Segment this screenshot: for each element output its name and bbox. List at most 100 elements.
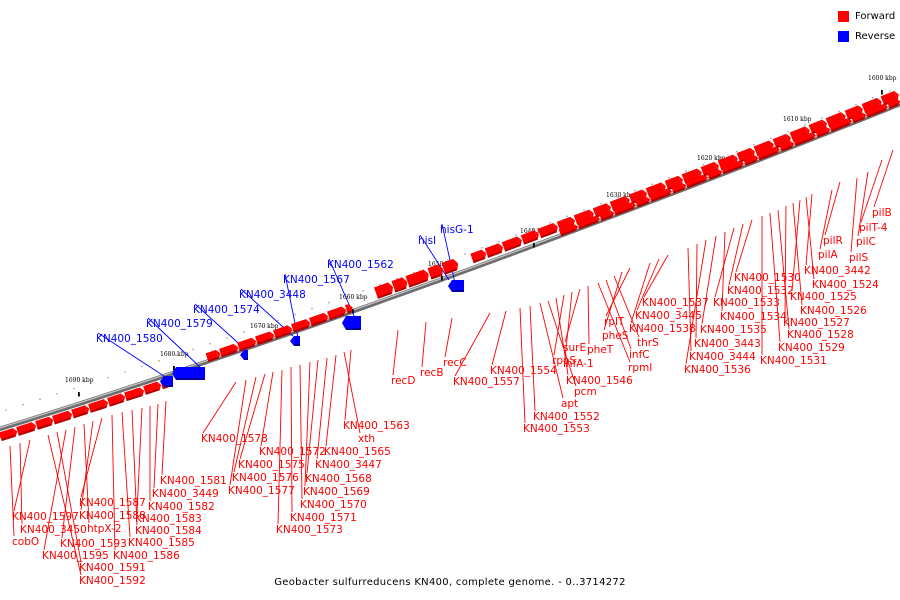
gene-label-kn400-1582: KN400_1582 (148, 501, 215, 513)
leader-line (61, 426, 76, 539)
leader-line (97, 332, 168, 379)
leader-line (791, 199, 801, 292)
track-dot (566, 215, 568, 218)
forward-gene (829, 118, 852, 132)
track-dot (396, 277, 398, 280)
leader-line (857, 171, 869, 237)
track-dot (498, 240, 500, 243)
gene-label-pcm: pcm (574, 386, 597, 398)
gene-label-kn400-1526: KN400_1526 (800, 305, 867, 317)
gene-label-kn400-1528: KN400_1528 (787, 329, 854, 341)
gene-label-recb: recB (420, 367, 444, 379)
leader-line (147, 317, 201, 368)
leader-line (687, 247, 692, 352)
forward-gene (88, 399, 109, 413)
track-dot (753, 144, 755, 146)
forward-gene (815, 126, 830, 138)
forward-gene (613, 202, 636, 216)
leader-line (792, 202, 803, 306)
track-dot (5, 409, 7, 411)
leader-line (769, 212, 781, 343)
forward-gene (327, 306, 346, 321)
reverse-gene-label-hisg-1: hisG-1 (440, 224, 474, 236)
tick-label: 1610 kbp (783, 116, 812, 123)
track-dot (600, 202, 602, 205)
forward-gene (470, 249, 487, 264)
reverse-gene-label-kn400-3448: KN400_3448 (239, 289, 306, 301)
gene-label-kn400-1536: KN400_1536 (684, 364, 751, 376)
gene-label-kn400-1525: KN400_1525 (790, 291, 857, 303)
tick-label: 1620 kbp (697, 155, 726, 162)
reverse-gene-label-kn400-1580: KN400_1580 (96, 333, 163, 345)
forward-gene (721, 160, 744, 175)
gene-label-kn400-1578: KN400_1578 (201, 433, 268, 445)
leader-line (239, 373, 266, 460)
forward-gene (743, 155, 759, 166)
tick-label: 1670 kbp (250, 323, 279, 330)
gene-label-kn400-1532: KN400_1532 (727, 285, 794, 297)
gene-label-kn400-1588: KN400_1588 (79, 510, 146, 522)
track-dot (634, 189, 636, 192)
leader-line (9, 445, 15, 537)
forward-gene (537, 223, 558, 239)
gene-label-kn400-1581: KN400_1581 (160, 475, 227, 487)
gene-label-kn400-1593: KN400_1593 (60, 538, 127, 550)
tick-label: 1690 kbp (65, 377, 94, 384)
gene-label-kn400-1563: KN400_1563 (343, 420, 410, 432)
forward-gene (52, 410, 73, 425)
forward-gene (671, 182, 687, 194)
gene-label-kn400-3444: KN400_3444 (689, 351, 756, 363)
forward-gene (255, 331, 275, 346)
forward-gene (685, 174, 708, 189)
track-dot (855, 103, 857, 106)
tick-label: 1660 kbp (339, 294, 368, 301)
gene-label-kn400-1576: KN400_1576 (232, 472, 299, 484)
track-dot (532, 228, 534, 230)
gene-label-kn400-1583: KN400_1583 (135, 513, 202, 525)
gene-label-kn400-1595: KN400_1595 (42, 550, 109, 562)
track-dot (804, 124, 806, 126)
tick-mark (173, 366, 175, 371)
reverse-gene-label-kn400-1574: KN400_1574 (193, 304, 260, 316)
gene-label-kn400-3442: KN400_3442 (804, 265, 871, 277)
gene-label-kn400-1575: KN400_1575 (238, 459, 305, 471)
leader-line (454, 312, 491, 377)
leader-line (441, 223, 456, 284)
track-dot (209, 342, 211, 345)
gene-label-kn400-1527: KN400_1527 (783, 317, 850, 329)
gene-label-kn400-1524: KN400_1524 (812, 279, 879, 291)
legend-forward: Forward (838, 8, 895, 25)
track-dot (787, 130, 789, 133)
track-dot (226, 337, 228, 339)
leader-line (299, 364, 303, 500)
gene-label-kn400-1592: KN400_1592 (79, 575, 146, 587)
gene-label-kn400-1586: KN400_1586 (113, 550, 180, 562)
track-dot (872, 97, 874, 99)
forward-gene (143, 381, 162, 395)
leader-line (80, 420, 94, 511)
track-dot (838, 110, 840, 113)
forward-gene (391, 277, 408, 293)
track-dot (719, 157, 721, 159)
gene-label-kn400-1597: KN400_1597 (12, 511, 79, 523)
forward-gene (635, 196, 651, 208)
genome-title: Geobacter sulfurreducens KN400, complete… (274, 577, 626, 588)
track-dot (124, 371, 126, 373)
gene-label-rplt: rplT (604, 316, 625, 328)
leader-line (277, 369, 283, 525)
leader-line (419, 234, 450, 281)
leader-line (597, 282, 631, 363)
track-dot (56, 393, 58, 395)
gene-label-phet: pheT (587, 344, 614, 356)
gene-label-htpx-2: htpX-2 (87, 523, 122, 535)
gene-label-kn400-3445: KN400_3445 (635, 310, 702, 322)
gene-label-kn400-3450: KN400_3450 (20, 524, 87, 536)
gene-label-rpmi: rpmI (628, 362, 652, 374)
track-dot (821, 117, 823, 119)
gene-label-kn400-1553: KN400_1553 (523, 423, 590, 435)
legend-reverse: Reverse (838, 28, 895, 45)
forward-gene (441, 258, 459, 275)
forward-gene (851, 112, 866, 124)
leader-line (605, 279, 632, 350)
